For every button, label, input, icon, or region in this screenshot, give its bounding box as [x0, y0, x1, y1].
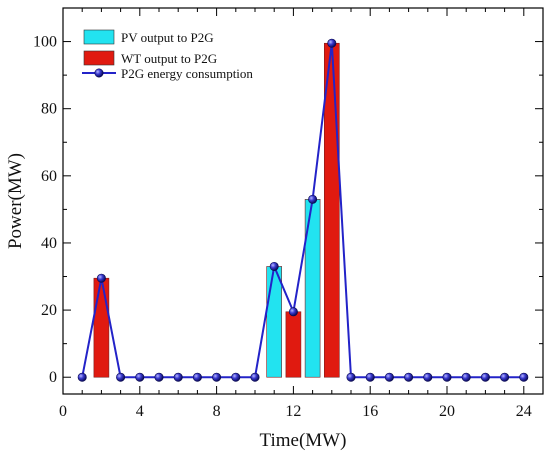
x-axis: 0 4 8 12 16 20 24 — [59, 8, 544, 420]
y-tick-label: 100 — [33, 34, 57, 51]
x-tick-label: 24 — [516, 403, 532, 420]
p2g-point-15 — [365, 372, 375, 382]
p2g-point-12 — [308, 194, 318, 204]
y-axis-title: Power(MW) — [5, 153, 26, 249]
x-tick-label: 20 — [439, 403, 455, 420]
p2g-point-21 — [480, 372, 490, 382]
y-tick-label: 20 — [41, 302, 57, 319]
p2g-point-11 — [288, 307, 298, 317]
p2g-point-0 — [77, 372, 87, 382]
y-tick-label: 40 — [41, 235, 57, 252]
x-tick-label: 8 — [213, 403, 221, 420]
p2g-point-10 — [269, 261, 279, 271]
x-tick-label: 12 — [285, 403, 301, 420]
y-axis: 0 20 40 60 80 100 — [33, 34, 543, 386]
x-tick-label: 0 — [59, 403, 67, 420]
y-tick-label: 0 — [49, 369, 57, 386]
p2g-point-18 — [423, 372, 433, 382]
p2g-point-20 — [461, 372, 471, 382]
legend-label-wt: WT output to P2G — [121, 51, 217, 66]
p2g-point-17 — [404, 372, 414, 382]
p2g-point-5 — [173, 372, 183, 382]
p2g-point-7 — [212, 372, 222, 382]
p2g-point-19 — [442, 372, 452, 382]
x-tick-label: 4 — [136, 403, 144, 420]
p2g-point-22 — [500, 372, 510, 382]
p2g-point-4 — [154, 372, 164, 382]
legend-label-p2g: P2G energy consumption — [121, 66, 253, 81]
p2g-point-16 — [384, 372, 394, 382]
p2g-point-6 — [192, 372, 202, 382]
p2g-point-23 — [519, 372, 529, 382]
legend-swatch-wt — [83, 50, 115, 66]
p2g-point-13 — [327, 38, 337, 48]
bar-wt-0 — [93, 277, 110, 378]
line-layer — [77, 38, 529, 382]
p2g-point-3 — [135, 372, 145, 382]
bars-layer — [93, 42, 340, 378]
y-tick-label: 60 — [41, 168, 57, 185]
legend-label-pv: PV output to P2G — [121, 30, 214, 45]
x-tick-label: 16 — [362, 403, 378, 420]
legend: PV output to P2G WT output to P2G P2G en… — [82, 29, 253, 81]
p2g-point-9 — [250, 372, 260, 382]
bar-wt-1 — [285, 311, 302, 378]
p2g-point-8 — [231, 372, 241, 382]
p2g-point-14 — [346, 372, 356, 382]
p2g-consumption-line — [81, 43, 524, 379]
p2g-point-1 — [96, 273, 106, 283]
p2g-point-2 — [116, 372, 126, 382]
legend-swatch-pv — [83, 29, 115, 45]
x-axis-title: Time(MW) — [260, 430, 347, 451]
plot-frame — [62, 7, 544, 395]
legend-marker-p2g — [94, 68, 104, 78]
y-tick-label: 80 — [41, 101, 57, 118]
bar-pv-0 — [266, 266, 283, 378]
